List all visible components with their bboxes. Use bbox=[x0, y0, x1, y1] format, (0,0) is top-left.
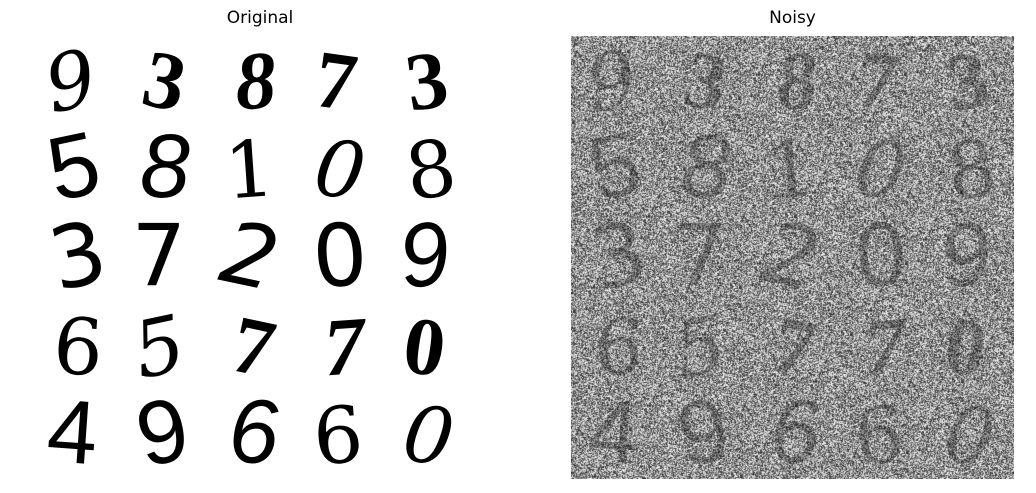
original-digit-r1-c3: 0 bbox=[309, 123, 371, 219]
noisy-digit-r3-c0: 6 bbox=[591, 301, 647, 394]
noisy-digit-r0-c3: 7 bbox=[850, 36, 903, 129]
original-digit-r1-c4: 8 bbox=[400, 123, 462, 219]
noisy-digit-r3-c2: 7 bbox=[765, 298, 824, 396]
noisy-digit-r1-c2: 1 bbox=[763, 124, 819, 217]
original-digit-r2-c3: 0 bbox=[309, 205, 371, 309]
noisy-digit-r0-c1: 3 bbox=[676, 36, 735, 130]
original-digit-r2-c2: 2 bbox=[213, 202, 287, 311]
noisy-digit-r1-c3: 0 bbox=[850, 123, 912, 219]
noisy-digit-r2-c0: 3 bbox=[582, 202, 656, 311]
original-digit-r4-c4: 0 bbox=[398, 389, 460, 479]
noisy-digit-r0-c4: 3 bbox=[941, 36, 994, 129]
noisy-digit-r3-c3: 7 bbox=[862, 300, 912, 394]
noisy-digits-grid: 9 3 8 7 35 8 1 0 83 7 2 0 96 5 7 7 04 9 6 6 0 bbox=[578, 36, 1003, 479]
original-digit-r3-c3: 7 bbox=[321, 300, 371, 394]
noisy-digit-r3-c4: 0 bbox=[939, 299, 992, 395]
noise-layer bbox=[571, 36, 1014, 479]
original-digit-r0-c1: 3 bbox=[135, 36, 194, 130]
noisy-digit-r2-c2: 2 bbox=[754, 202, 828, 311]
original-digit-r3-c2: 7 bbox=[224, 298, 283, 396]
original-digit-r4-c3: 6 bbox=[310, 390, 366, 479]
noisy-digit-r4-c0: 4 bbox=[585, 381, 642, 479]
original-digit-r4-c1: 9 bbox=[128, 379, 198, 479]
noisy-digit-r2-c4: 9 bbox=[934, 203, 997, 309]
original-digit-r2-c0: 3 bbox=[41, 202, 115, 311]
original-digit-r1-c1: 8 bbox=[140, 117, 190, 217]
noisy-digit-r1-c0: 5 bbox=[580, 113, 650, 221]
original-digit-r3-c4: 0 bbox=[398, 299, 451, 395]
original-digit-r0-c2: 8 bbox=[232, 36, 279, 128]
noisy-digit-r2-c1: 7 bbox=[673, 207, 728, 307]
original-digit-r0-c4: 3 bbox=[400, 36, 453, 129]
noisy-panel-title: Noisy bbox=[769, 8, 816, 28]
noisy-digit-r1-c1: 8 bbox=[681, 117, 731, 217]
original-digit-r2-c1: 7 bbox=[132, 207, 187, 307]
noisy-digit-r4-c1: 9 bbox=[669, 379, 739, 479]
original-digit-r2-c4: 9 bbox=[393, 203, 456, 309]
original-panel-title: Original bbox=[226, 8, 294, 28]
noisy-digit-r0-c2: 8 bbox=[773, 36, 820, 128]
original-digit-r1-c2: 1 bbox=[222, 124, 278, 217]
noisy-digit-r4-c3: 6 bbox=[851, 390, 907, 479]
original-digit-r4-c0: 4 bbox=[44, 381, 101, 479]
noisy-digit-r4-c4: 0 bbox=[939, 389, 1001, 479]
original-digits-grid: 9 3 8 7 35 8 1 0 83 7 2 0 96 5 7 7 04 9 6 6 0 bbox=[37, 36, 462, 479]
noisy-digit-r1-c4: 8 bbox=[941, 123, 1003, 219]
noisy-digit-r2-c3: 0 bbox=[850, 205, 912, 309]
original-digit-r0-c3: 7 bbox=[309, 36, 362, 129]
original-digit-r4-c2: 6 bbox=[228, 383, 279, 479]
noisy-digit-r4-c2: 6 bbox=[769, 383, 820, 479]
original-digit-r1-c0: 5 bbox=[39, 113, 109, 221]
original-digit-r3-c0: 6 bbox=[50, 301, 106, 394]
